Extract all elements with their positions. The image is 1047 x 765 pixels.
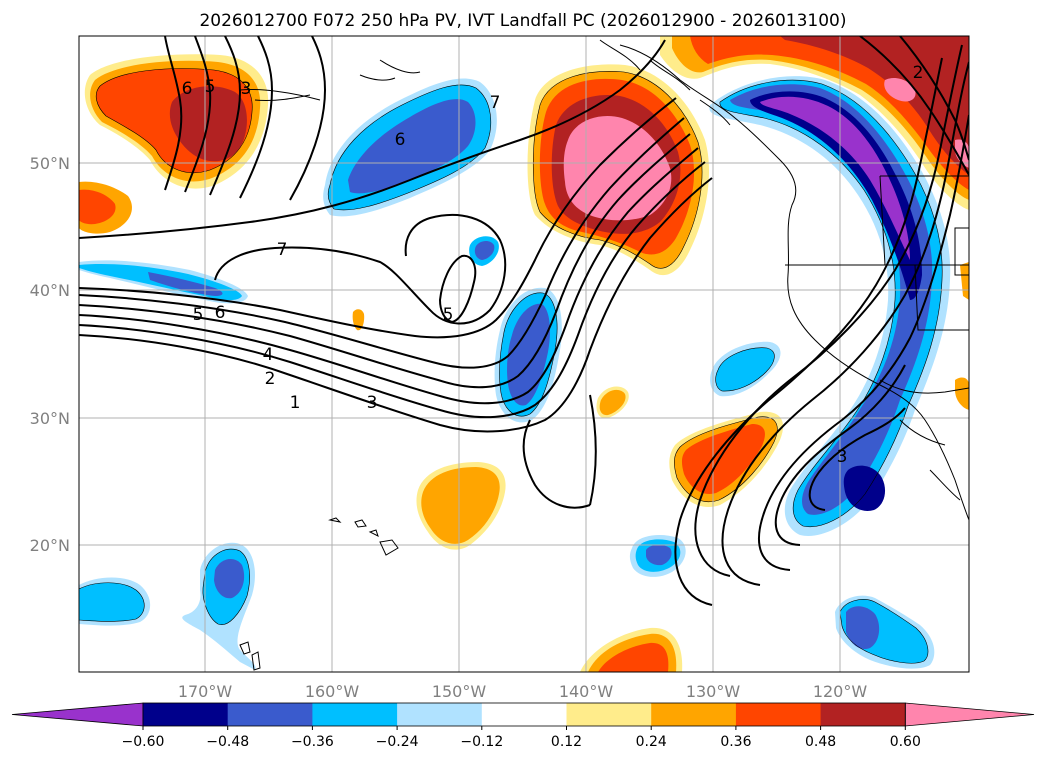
ivt-blob <box>348 99 476 194</box>
colorbar-frame <box>142 702 906 727</box>
colorbar-tick-label: −0.60 <box>122 734 165 750</box>
contour-label: 7 <box>277 240 288 260</box>
lat-label: 20°N <box>30 536 70 555</box>
colorbar-tick-label: 0.24 <box>636 734 667 750</box>
coastlines <box>239 39 969 671</box>
ivt-outline-lines <box>79 68 943 664</box>
colorbar-tick-label: −0.24 <box>376 734 419 750</box>
lon-label: 160°W <box>305 682 360 701</box>
lon-label: 170°W <box>178 682 233 701</box>
colorbar-tick-label: 0.12 <box>551 734 582 750</box>
colorbar-tick-label: 0.48 <box>805 734 836 750</box>
ivt-blob <box>79 189 116 225</box>
ivt-blob <box>599 389 626 416</box>
ivt-blob <box>681 424 765 494</box>
colorbar-box <box>566 703 652 726</box>
ivt-blob <box>846 606 880 650</box>
contour-label: 6 <box>182 79 193 99</box>
colorbar-tick-label: −0.12 <box>460 734 503 750</box>
ivt-blob <box>474 240 495 260</box>
map-frame <box>78 35 970 673</box>
colorbar-tick-label: 0.60 <box>890 734 921 750</box>
ivt-blob <box>646 544 672 566</box>
colorbar-box <box>227 703 313 726</box>
contour-label: 4 <box>263 345 274 365</box>
lon-label: 150°W <box>432 682 487 701</box>
colorbar-extend-low <box>11 702 144 727</box>
colorbar-tick-label: −0.36 <box>291 734 334 750</box>
colorbar-box <box>143 703 229 726</box>
ivt-blob <box>421 467 500 544</box>
graticule <box>79 36 969 672</box>
contour-label: 3 <box>241 79 252 99</box>
contour-label: 3 <box>367 393 378 413</box>
colorbar-box <box>481 703 567 726</box>
lon-label: 120°W <box>813 682 868 701</box>
lat-label: 50°N <box>30 154 70 173</box>
colorbar-box <box>397 703 483 726</box>
lat-label: 30°N <box>30 409 70 428</box>
ivt-blob <box>884 78 916 102</box>
contour-label: 6 <box>395 130 406 150</box>
contour-label: 7 <box>490 93 501 113</box>
latitude-labels: 50°N 40°N 30°N 20°N <box>30 154 70 555</box>
colorbar-box <box>312 703 398 726</box>
map-content: 1 2 3 4 5 6 7 7 6 5 6 5 3 2 3 <box>79 36 969 672</box>
colorbar-box <box>651 703 737 726</box>
colorbar-box <box>820 703 906 726</box>
ivt-blob <box>843 465 886 511</box>
ivt-blob <box>214 558 245 599</box>
pv-contour-labels: 1 2 3 4 5 6 7 7 6 5 6 5 3 2 3 <box>182 63 924 467</box>
contour-label: 6 <box>215 303 226 323</box>
ivt-blob <box>598 642 669 672</box>
lon-label: 130°W <box>686 682 741 701</box>
contour-label: 2 <box>265 369 276 389</box>
ivt-blob <box>955 377 969 410</box>
colorbar-tick-label: −0.48 <box>206 734 249 750</box>
contour-label: 5 <box>443 305 454 325</box>
lon-label: 140°W <box>559 682 614 701</box>
figure-title: 2026012700 F072 250 hPa PV, IVT Landfall… <box>199 11 846 31</box>
ivt-blob <box>780 36 969 175</box>
colorbar-tick-label: 0.36 <box>720 734 751 750</box>
contour-label: 2 <box>913 63 924 83</box>
colorbar: −0.60 −0.48 −0.36 −0.24 −0.12 0.12 0.24 0.36 0.4… <box>11 702 1035 750</box>
ivt-blob <box>79 582 145 622</box>
contour-label: 1 <box>290 393 301 413</box>
ivt-blob <box>715 347 775 392</box>
colorbar-extend-high <box>904 702 1035 727</box>
lat-label: 40°N <box>30 281 70 300</box>
contour-label: 3 <box>837 447 848 467</box>
contour-label: 5 <box>205 77 216 97</box>
pv-contours <box>79 36 969 606</box>
colorbar-box <box>735 703 822 726</box>
contour-label: 5 <box>193 305 204 325</box>
longitude-labels: 170°W 160°W 150°W 140°W 130°W 120°W <box>178 682 868 701</box>
